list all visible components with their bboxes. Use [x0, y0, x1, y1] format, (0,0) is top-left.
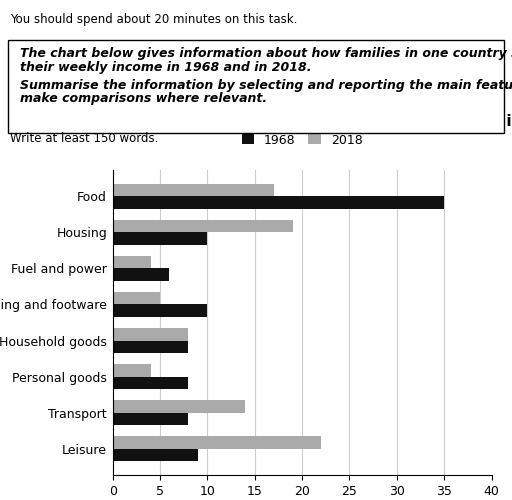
Bar [113, 184, 273, 196]
Bar [113, 304, 207, 317]
Legend: 1968, 2018: 1968, 2018 [242, 134, 362, 146]
Bar [113, 436, 321, 448]
Bar [113, 400, 245, 412]
Bar [113, 196, 444, 209]
Text: Write at least 150 words.: Write at least 150 words. [10, 132, 159, 145]
Bar [113, 292, 160, 304]
Text: make comparisons where relevant.: make comparisons where relevant. [20, 92, 268, 105]
Text: Summarise the information by selecting and reporting the main features, and: Summarise the information by selecting a… [20, 78, 512, 92]
Bar [113, 256, 151, 268]
Bar [113, 220, 293, 232]
Title: 1968 and 2018: average weekly spending by families: 1968 and 2018: average weekly spending b… [61, 114, 512, 128]
Text: The chart below gives information about how families in one country spent: The chart below gives information about … [20, 48, 512, 60]
Bar [113, 328, 188, 340]
Bar [113, 448, 198, 461]
Text: You should spend about 20 minutes on this task.: You should spend about 20 minutes on thi… [10, 12, 297, 26]
Text: their weekly income in 1968 and in 2018.: their weekly income in 1968 and in 2018. [20, 61, 312, 74]
Bar [113, 232, 207, 245]
Bar [113, 412, 188, 425]
Bar [113, 268, 169, 281]
Bar [113, 340, 188, 353]
Bar [113, 376, 188, 389]
Bar [113, 364, 151, 376]
